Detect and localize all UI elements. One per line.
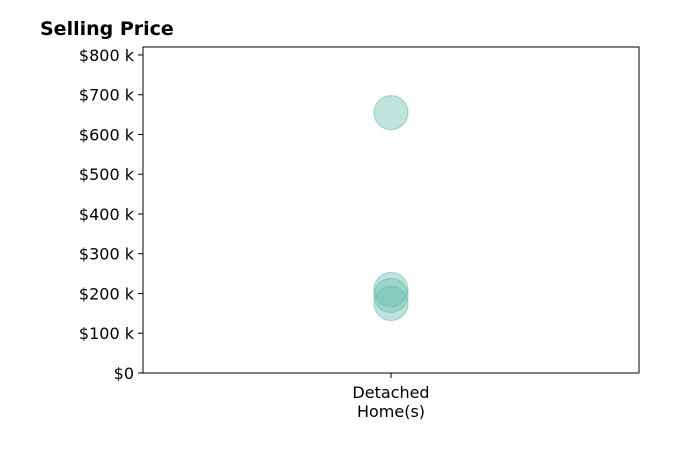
y-tick-label: $300 k [79,245,135,264]
x-axis: Detached Home(s) [352,373,430,421]
data-point [373,277,409,314]
y-tick-label: $700 k [79,86,135,105]
x-tick-label: Detached Home(s) [352,383,429,421]
y-tick-label: $200 k [79,284,135,303]
y-tick-label: $0 [114,364,134,383]
data-points [373,94,409,322]
y-tick-label: $800 k [79,46,135,65]
data-point [373,94,409,131]
y-tick-label: $100 k [79,324,135,343]
y-axis: $0 $100 k $200 k $300 k $400 k $500 k $600 k $7… [79,46,143,383]
y-tick-label: $400 k [79,205,135,224]
data-point [373,285,409,322]
y-tick-label: $500 k [79,165,135,184]
y-tick-label: $600 k [79,125,135,144]
chart-title: Selling Price [40,18,174,40]
